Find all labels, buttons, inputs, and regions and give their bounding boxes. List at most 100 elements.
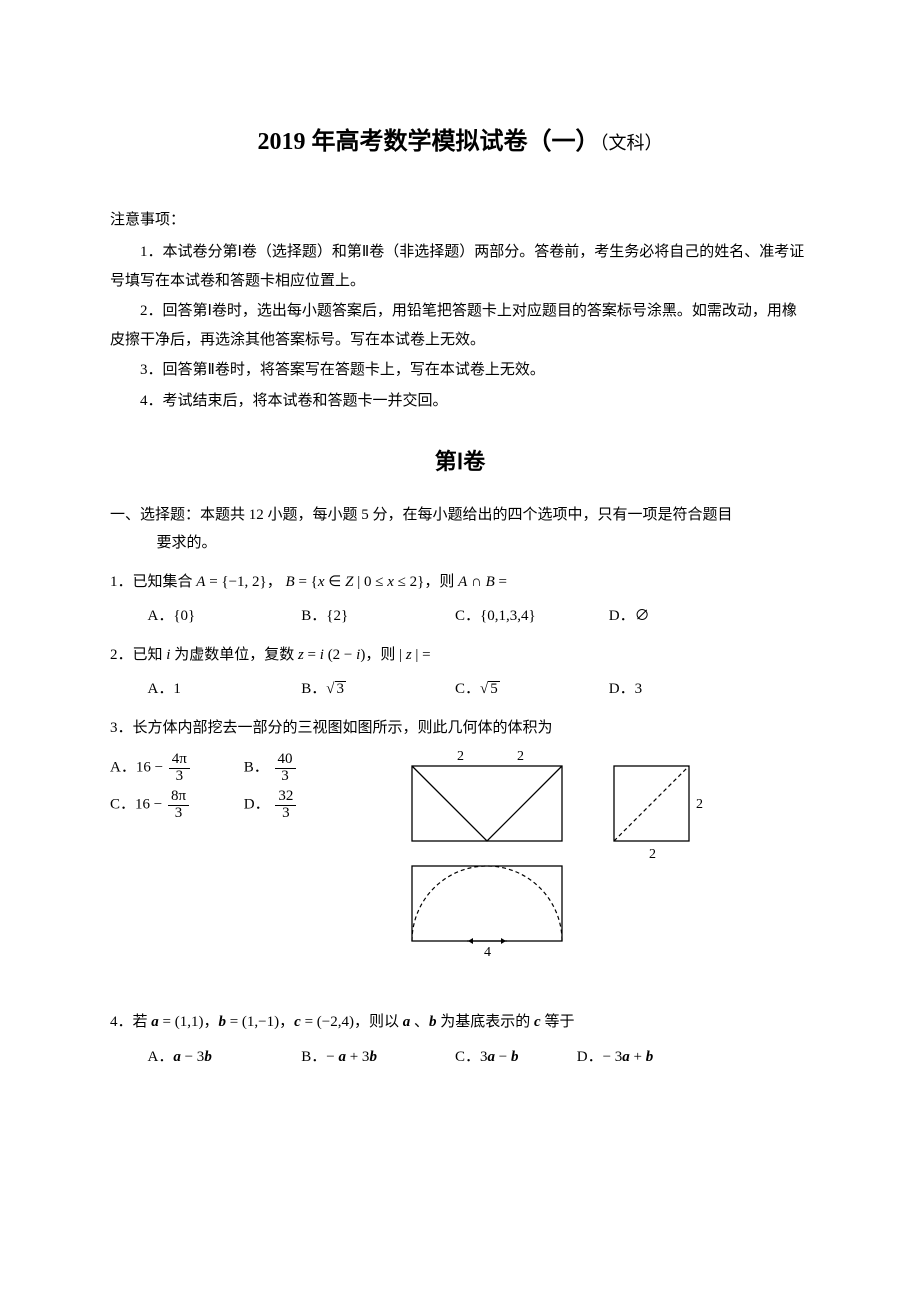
- vec-a: a: [338, 1049, 346, 1065]
- section-1-instruction: 一、选择题：本题共 12 小题，每小题 5 分，在每小题给出的四个选项中，只有一…: [110, 501, 810, 558]
- instr-line: 要求的。: [157, 529, 811, 558]
- q2-opt-a: A．1: [148, 675, 298, 704]
- q4-opt-b: B．− a + 3b: [301, 1043, 451, 1072]
- spacer: [110, 958, 810, 998]
- q3-a-pre: A．16 −: [110, 760, 163, 776]
- q4-b-mid: + 3: [346, 1049, 369, 1065]
- q1-opt-d: D．∅: [609, 602, 759, 631]
- q1-a-eq: = {−1, 2}: [205, 574, 266, 590]
- vec-a: a: [151, 1014, 159, 1030]
- q3-a-num: 4π: [169, 752, 190, 769]
- label-2: 2: [649, 847, 656, 862]
- q3-d-pre: D．: [244, 797, 270, 813]
- q2-opt-c: C．√5: [455, 675, 605, 704]
- q4-b-pre: B．−: [301, 1049, 338, 1065]
- q3-opt-a: A．16 − 4π3: [110, 752, 240, 785]
- q4-b-eq: = (1,−1)，: [226, 1014, 294, 1030]
- question-1: 1．已知集合 A = {−1, 2}， B = {x ∈ Z | 0 ≤ x ≤…: [110, 568, 810, 597]
- q1-opt-c: C．{0,1,3,4}: [455, 602, 605, 631]
- label-2: 2: [696, 797, 703, 812]
- notice-item: 1．本试卷分第Ⅰ卷（选择题）和第Ⅱ卷（非选择题）两部分。答卷前，考生务必将自己的…: [110, 238, 810, 295]
- top-view-diagram: 4: [402, 858, 572, 958]
- vec-a: a: [488, 1049, 496, 1065]
- q1-tail: ，则 A ∩ B =: [424, 574, 507, 590]
- vec-b: b: [646, 1049, 654, 1065]
- side-view-diagram: 2 2: [602, 754, 712, 864]
- q3-b-num: 40: [275, 752, 296, 769]
- q3-b-den: 3: [275, 769, 296, 785]
- q3-opt-d: D． 323: [244, 789, 374, 822]
- sqrt-icon: √: [326, 681, 334, 697]
- q2-c-val: 5: [488, 681, 500, 697]
- fraction: 8π3: [168, 789, 189, 822]
- vec-b: b: [511, 1049, 519, 1065]
- q3-c-pre: C．16 −: [110, 797, 162, 813]
- section-1-heading: 第Ⅰ卷: [110, 441, 810, 483]
- notice-item: 4．考试结束后，将本试卷和答题卡一并交回。: [110, 387, 810, 416]
- q1-comma: ，: [267, 574, 282, 590]
- q1-opt-b: B．{2}: [301, 602, 451, 631]
- vec-b: b: [218, 1014, 226, 1030]
- instr-line: 一、选择题：本题共 12 小题，每小题 5 分，在每小题给出的四个选项中，只有一…: [110, 501, 810, 530]
- notice-item: 2．回答第Ⅰ卷时，选出每小题答案后，用铅笔把答题卡上对应题目的答案标号涂黑。如需…: [110, 297, 810, 354]
- vec-b: b: [369, 1049, 377, 1065]
- q1-b-eq: = {x ∈ Z | 0 ≤ x ≤ 2}: [295, 574, 425, 590]
- q3-a-den: 3: [169, 769, 190, 785]
- q2-c-pre: C．: [455, 681, 480, 697]
- vec-b: b: [429, 1014, 437, 1030]
- q1-set-b: B: [286, 574, 295, 590]
- q3-d-num: 32: [275, 789, 296, 806]
- label-4: 4: [484, 945, 491, 958]
- label-2: 2: [517, 749, 524, 764]
- q1-stem: 1．已知集合 A = {−1, 2}， B = {x ∈ Z | 0 ≤ x ≤…: [110, 574, 507, 590]
- q2-opt-d: D．3: [609, 675, 759, 704]
- q4-a-eq: = (1,1)，: [159, 1014, 219, 1030]
- q4-a-pre: A．: [148, 1049, 174, 1065]
- q2-stem: 2．已知 i 为虚数单位，复数 z = i (2 − i)，则 | z | =: [110, 647, 431, 663]
- q4-d-mid: +: [630, 1049, 646, 1065]
- title-main: 2019 年高考数学模拟试卷（一）: [258, 129, 600, 155]
- q3-b-pre: B．: [244, 760, 269, 776]
- q3-diagrams: 2 2 2 2 4: [392, 748, 810, 958]
- q1-pre: 1．已知集合: [110, 574, 196, 590]
- q4-c-eq: = (−2,4)，则以: [301, 1014, 403, 1030]
- q3-opt-b: B． 403: [244, 752, 374, 785]
- sqrt-icon: √: [480, 681, 488, 697]
- q3-opt-c: C．16 − 8π3: [110, 789, 240, 822]
- title-sub: （文科）: [600, 133, 663, 153]
- q2-b-val: 3: [335, 681, 347, 697]
- q4-opt-d: D．− 3a + b: [577, 1043, 727, 1072]
- q3-c-den: 3: [168, 806, 189, 822]
- q2-options: A．1 B．√3 C．√5 D．3: [148, 675, 811, 704]
- q4-c-pre: C．3: [455, 1049, 488, 1065]
- notice-item: 3．回答第Ⅱ卷时，将答案写在答题卡上，写在本试卷上无效。: [110, 356, 810, 385]
- q4-d-pre: D．− 3: [577, 1049, 623, 1065]
- notice-heading: 注意事项：: [110, 206, 810, 235]
- q4-eq: 等于: [541, 1014, 575, 1030]
- fraction: 403: [275, 752, 296, 785]
- q4-options: A．a − 3b B．− a + 3b C．3a − b D．− 3a + b: [148, 1043, 811, 1072]
- q4-mid: 、: [410, 1014, 429, 1030]
- q4-opt-a: A．a − 3b: [148, 1043, 298, 1072]
- q1-options: A．{0} B．{2} C．{0,1,3,4} D．∅: [148, 602, 811, 631]
- q2-opt-b: B．√3: [301, 675, 451, 704]
- q4-tail: 为基底表示的: [437, 1014, 535, 1030]
- q4-c-mid: −: [495, 1049, 511, 1065]
- q4-pre: 4．若: [110, 1014, 151, 1030]
- q3-c-num: 8π: [168, 789, 189, 806]
- question-2: 2．已知 i 为虚数单位，复数 z = i (2 − i)，则 | z | =: [110, 641, 810, 670]
- front-view-diagram: 2 2: [402, 748, 572, 848]
- q1-opt-a: A．{0}: [148, 602, 298, 631]
- q3-options: A．16 − 4π3 B． 403 C．16 − 8π3 D． 323: [110, 748, 374, 825]
- vec-a: a: [622, 1049, 630, 1065]
- question-4: 4．若 a = (1,1)，b = (1,−1)，c = (−2,4)，则以 a…: [110, 1008, 810, 1037]
- page-title: 2019 年高考数学模拟试卷（一）（文科）: [110, 120, 810, 166]
- q4-opt-c: C．3a − b: [455, 1043, 573, 1072]
- vec-a: a: [173, 1049, 181, 1065]
- fraction: 4π3: [169, 752, 190, 785]
- vec-c: c: [534, 1014, 541, 1030]
- vec-c: c: [294, 1014, 301, 1030]
- vec-b: b: [204, 1049, 212, 1065]
- q3-d-den: 3: [275, 806, 296, 822]
- q2-b-pre: B．: [301, 681, 326, 697]
